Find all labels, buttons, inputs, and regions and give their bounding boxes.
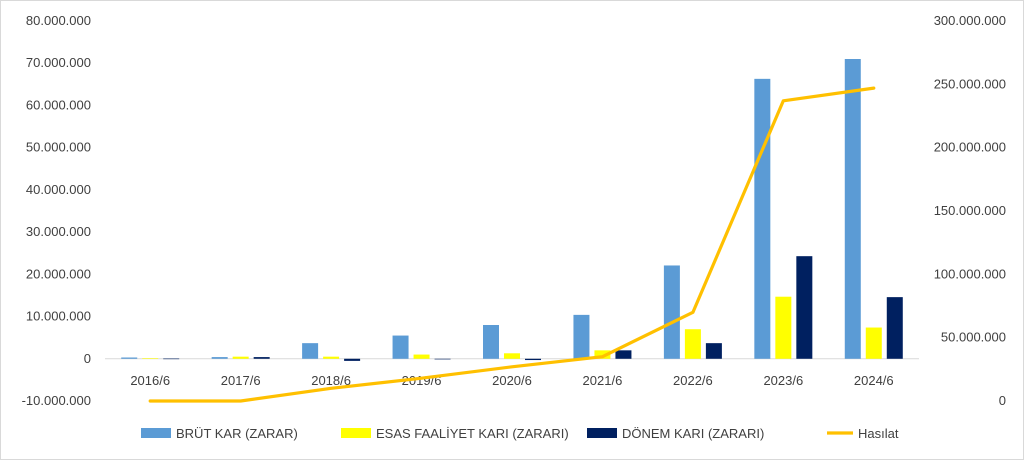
legend-label: Hasılat: [858, 426, 899, 441]
category-label: 2017/6: [221, 373, 261, 388]
left-tick-label: 60.000.000: [26, 97, 91, 112]
bar: [886, 297, 903, 359]
legend-label: BRÜT KAR (ZARAR): [176, 426, 298, 441]
bar: [615, 350, 632, 359]
category-label: 2024/6: [854, 373, 894, 388]
category-label: 2021/6: [583, 373, 623, 388]
left-tick-label: 20.000.000: [26, 266, 91, 281]
bar: [483, 325, 499, 359]
bar: [573, 314, 590, 359]
legend-item: BRÜT KAR (ZARAR): [141, 426, 298, 441]
bar: [253, 357, 270, 359]
legend-item: DÖNEM KARI (ZARARI): [587, 426, 764, 441]
bar: [142, 358, 159, 359]
category-label: 2018/6: [311, 373, 351, 388]
bar: [413, 354, 430, 359]
right-tick-label: 250.000.000: [934, 76, 1006, 91]
bar: [163, 358, 180, 360]
right-axis-ticks: 0 50.000.000 100.000.000 150.000.000 200.000…: [934, 13, 1006, 408]
category-label: 2020/6: [492, 373, 532, 388]
bar: [392, 335, 409, 359]
legend-item: Hasılat: [827, 426, 899, 441]
bar-series-2: [163, 256, 903, 361]
bar: [663, 265, 680, 359]
left-tick-label: 30.000.000: [26, 224, 91, 239]
bar: [302, 343, 319, 359]
line-series: [148, 86, 876, 403]
bar: [775, 296, 792, 359]
category-labels: 2016/6 2017/6 2018/6 2019/6 2020/6 2021/6 2022…: [130, 373, 893, 388]
bar: [211, 357, 228, 359]
bar: [594, 350, 611, 359]
right-tick-label: 200.000.000: [934, 140, 1006, 155]
right-tick-label: 100.000.000: [934, 266, 1006, 281]
bar-series-1: [142, 296, 882, 359]
bar: [232, 356, 249, 359]
left-tick-label: 10.000.000: [26, 309, 91, 324]
category-label: 2023/6: [763, 373, 803, 388]
left-tick-label: 50.000.000: [26, 140, 91, 155]
legend-item: ESAS FAALİYET KARI (ZARARI): [341, 426, 569, 441]
legend-label: DÖNEM KARI (ZARARI): [622, 426, 764, 441]
bar: [684, 329, 701, 359]
bar-series: [121, 59, 903, 361]
right-tick-label: 150.000.000: [934, 203, 1006, 218]
bar: [525, 358, 541, 361]
legend-swatch: [587, 428, 617, 438]
right-tick-label: 300.000.000: [934, 13, 1006, 28]
category-label: 2016/6: [130, 373, 170, 388]
bar: [796, 256, 813, 359]
bar-series-0: [121, 59, 861, 359]
bar: [705, 343, 722, 359]
bar: [434, 358, 451, 360]
left-tick-label: 0: [84, 351, 91, 366]
bar: [121, 357, 138, 359]
left-tick-label: -10.000.000: [22, 393, 91, 408]
left-axis-ticks: -10.000.000 0 10.000.000 20.000.000 30.000.0…: [22, 13, 91, 408]
legend: BRÜT KAR (ZARAR) ESAS FAALİYET KARI (ZARA…: [141, 426, 899, 441]
bar: [344, 358, 361, 361]
bar: [844, 59, 861, 359]
legend-swatch: [141, 428, 171, 438]
line-series-hasilat: [148, 86, 876, 403]
bar: [323, 356, 340, 359]
legend-swatch: [341, 428, 371, 438]
bar: [504, 353, 520, 359]
legend-label: ESAS FAALİYET KARI (ZARARI): [376, 426, 569, 441]
left-tick-label: 80.000.000: [26, 13, 91, 28]
left-tick-label: 40.000.000: [26, 182, 91, 197]
left-tick-label: 70.000.000: [26, 55, 91, 70]
right-tick-label: 0: [999, 393, 1006, 408]
bar: [754, 78, 771, 359]
bar: [865, 327, 882, 359]
right-tick-label: 50.000.000: [941, 330, 1006, 345]
category-label: 2022/6: [673, 373, 713, 388]
